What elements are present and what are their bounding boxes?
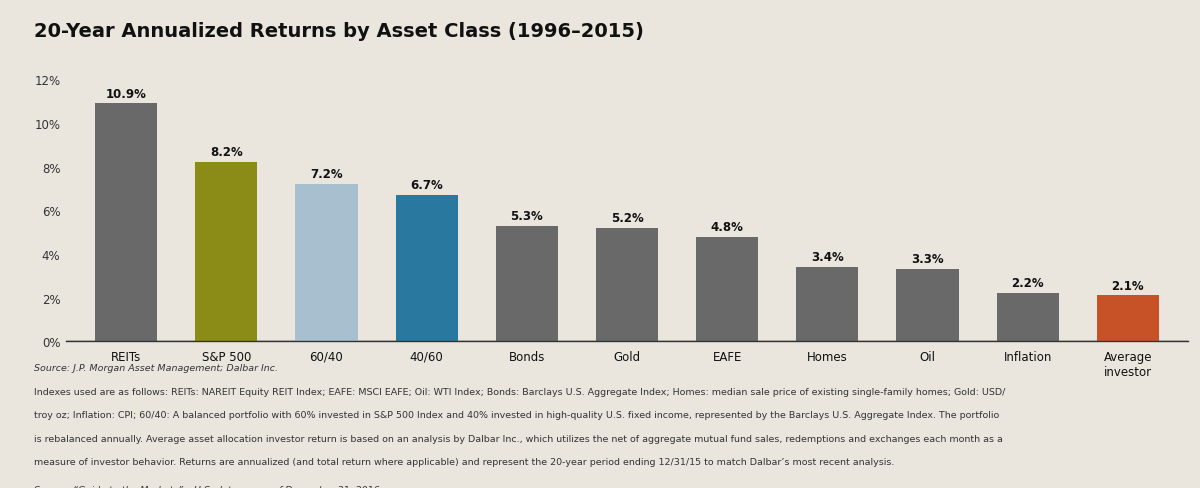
- Text: measure of investor behavior. Returns are annualized (and total return where app: measure of investor behavior. Returns ar…: [34, 457, 894, 466]
- Bar: [596, 228, 658, 342]
- Bar: [896, 270, 959, 342]
- Text: 7.2%: 7.2%: [310, 168, 343, 181]
- Text: 6.7%: 6.7%: [410, 179, 443, 192]
- Bar: [1097, 296, 1159, 342]
- Text: Indexes used are as follows: REITs: NAREIT Equity REIT Index; EAFE: MSCI EAFE; O: Indexes used are as follows: REITs: NARE…: [34, 387, 1004, 396]
- Text: 20-Year Annualized Returns by Asset Class (1996–2015): 20-Year Annualized Returns by Asset Clas…: [34, 22, 643, 41]
- Bar: [396, 196, 457, 342]
- Bar: [997, 294, 1058, 342]
- Bar: [196, 163, 257, 342]
- Text: 3.3%: 3.3%: [911, 253, 944, 266]
- Text: 8.2%: 8.2%: [210, 146, 242, 159]
- Bar: [696, 237, 758, 342]
- Text: 10.9%: 10.9%: [106, 87, 146, 101]
- Text: 5.2%: 5.2%: [611, 211, 643, 224]
- Text: 4.8%: 4.8%: [710, 220, 744, 233]
- Text: is rebalanced annually. Average asset allocation investor return is based on an : is rebalanced annually. Average asset al…: [34, 434, 1002, 443]
- Text: 5.3%: 5.3%: [510, 209, 544, 223]
- Text: 3.4%: 3.4%: [811, 251, 844, 264]
- Bar: [95, 104, 157, 342]
- Text: Source: “Guide to the Markets” – U.S. data are as of December 31, 2016: Source: “Guide to the Markets” – U.S. da…: [34, 486, 379, 488]
- Bar: [295, 185, 358, 342]
- Text: 2.2%: 2.2%: [1012, 277, 1044, 290]
- Text: 2.1%: 2.1%: [1111, 279, 1145, 292]
- Text: Source: J.P. Morgan Asset Management; Dalbar Inc.: Source: J.P. Morgan Asset Management; Da…: [34, 364, 277, 372]
- Bar: [496, 226, 558, 342]
- Text: troy oz; Inflation: CPI; 60/40: A balanced portfolio with 60% invested in S&P 50: troy oz; Inflation: CPI; 60/40: A balanc…: [34, 410, 998, 419]
- Bar: [797, 267, 858, 342]
